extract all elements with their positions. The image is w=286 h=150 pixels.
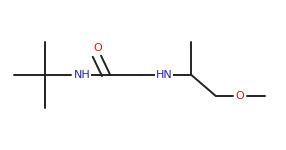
- Text: NH: NH: [74, 70, 90, 80]
- Text: O: O: [235, 91, 244, 101]
- Text: O: O: [93, 43, 102, 53]
- Text: HN: HN: [156, 70, 173, 80]
